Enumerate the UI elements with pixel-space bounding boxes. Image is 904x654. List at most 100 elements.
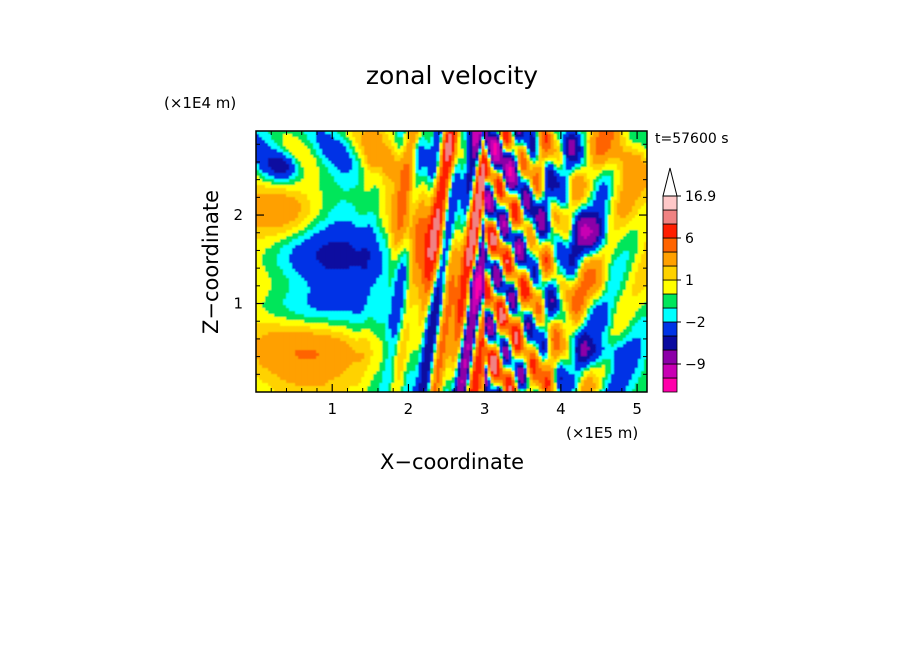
contour-cell	[412, 308, 417, 312]
contour-cell	[349, 299, 353, 303]
contour-cell	[334, 200, 338, 204]
contour-cell	[355, 320, 359, 324]
contour-cell	[316, 269, 320, 273]
contour-cell	[298, 203, 302, 207]
contour-cell	[370, 236, 374, 240]
contour-cell	[256, 341, 260, 345]
contour-cell	[295, 200, 299, 204]
contour-cell	[271, 383, 275, 387]
contour-cell	[352, 275, 356, 279]
contour-cell	[388, 284, 392, 288]
contour-cell	[277, 383, 281, 387]
contour-cell	[358, 164, 362, 168]
contour-cell	[280, 233, 284, 237]
contour-cell	[343, 365, 347, 369]
contour-cell	[337, 305, 341, 309]
contour-cell	[367, 362, 371, 366]
contour-cell	[346, 368, 350, 372]
contour-cell	[424, 239, 429, 243]
contour-cell	[343, 317, 347, 321]
contour-cell	[286, 386, 290, 390]
contour-cell	[274, 353, 278, 357]
contour-cell	[334, 308, 338, 312]
contour-cell	[286, 308, 290, 312]
contour-cell	[292, 311, 296, 315]
contour-cell	[322, 338, 326, 342]
contour-cell	[325, 146, 329, 150]
contour-cell	[289, 254, 293, 258]
contour-cell	[322, 383, 326, 387]
contour-cell	[295, 368, 299, 372]
contour-cell	[292, 320, 296, 324]
contour-cell	[394, 179, 398, 183]
contour-cell	[322, 380, 326, 384]
contour-cell	[289, 146, 293, 150]
contour-cell	[379, 272, 383, 276]
contour-cell	[382, 146, 386, 150]
contour-cell	[406, 221, 410, 225]
contour-cell	[334, 278, 338, 282]
contour-cell	[277, 188, 281, 192]
contour-cell	[397, 338, 401, 342]
contour-cell	[367, 329, 371, 333]
contour-cell	[292, 323, 296, 327]
contour-cell	[340, 374, 344, 378]
contour-cell	[349, 269, 353, 273]
contour-cell	[364, 317, 368, 321]
contour-cell	[256, 356, 260, 360]
contour-cell	[358, 290, 362, 294]
contour-cell	[274, 167, 278, 171]
contour-cell	[307, 266, 311, 270]
contour-cell	[256, 185, 260, 189]
contour-cell	[286, 380, 290, 384]
contour-cell	[388, 305, 392, 309]
contour-cell	[259, 341, 263, 345]
contour-cell	[409, 359, 413, 363]
contour-cell	[412, 389, 417, 392]
contour-cell	[328, 344, 332, 348]
contour-cell	[406, 170, 410, 174]
contour-cell	[409, 155, 413, 159]
contour-cell	[403, 359, 407, 363]
contour-cell	[262, 248, 266, 252]
contour-cell	[418, 134, 423, 138]
contour-cell	[418, 212, 423, 216]
contour-cell	[340, 323, 344, 327]
contour-cell	[298, 191, 302, 195]
contour-cell	[310, 158, 314, 162]
contour-cell	[403, 284, 407, 288]
contour-cell	[259, 215, 263, 219]
contour-cell	[304, 290, 308, 294]
contour-cell	[373, 227, 377, 231]
contour-cell	[322, 377, 326, 381]
contour-cell	[328, 332, 332, 336]
contour-cell	[289, 305, 293, 309]
contour-cell	[328, 188, 332, 192]
contour-cell	[424, 251, 429, 255]
contour-cell	[355, 218, 359, 222]
contour-cell	[262, 350, 266, 354]
contour-cell	[334, 215, 338, 219]
contour-cell	[304, 383, 308, 387]
contour-cell	[343, 302, 347, 306]
contour-cell	[316, 182, 320, 186]
contour-cell	[340, 329, 344, 333]
contour-cell	[295, 305, 299, 309]
contour-cell	[349, 245, 353, 249]
contour-cell	[400, 149, 404, 153]
contour-cell	[262, 296, 266, 300]
contour-cell	[298, 320, 302, 324]
contour-cell	[415, 209, 420, 213]
contour-cell	[322, 326, 326, 330]
contour-cell	[394, 386, 398, 390]
contour-cell	[280, 356, 284, 360]
contour-cell	[412, 260, 417, 264]
contour-cell	[364, 383, 368, 387]
contour-cell	[382, 161, 386, 165]
contour-cell	[394, 212, 398, 216]
contour-cell	[268, 374, 272, 378]
contour-cell	[394, 206, 398, 210]
contour-cell	[331, 296, 335, 300]
contour-cell	[376, 218, 380, 222]
contour-cell	[349, 173, 353, 177]
